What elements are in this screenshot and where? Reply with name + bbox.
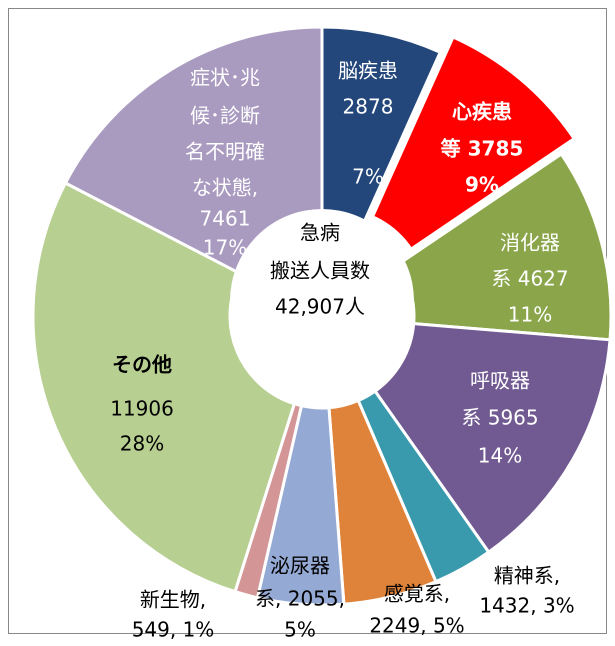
- slice-label: 11%: [508, 303, 552, 327]
- slice-label: 症状･兆: [190, 66, 260, 90]
- slice-label: 14%: [478, 444, 522, 468]
- slice-label: 系 5965: [461, 406, 538, 430]
- slice: [370, 34, 577, 252]
- center-label: 42,907人: [275, 295, 365, 319]
- slice-label: 17%: [203, 236, 247, 260]
- slice-label: 脳疾患: [338, 59, 398, 83]
- slice-label: 7%: [352, 165, 384, 189]
- slice-label: 心疾患: [452, 100, 512, 124]
- slice-label: 9%: [465, 173, 499, 197]
- slice: [372, 321, 612, 555]
- slice: [31, 180, 297, 594]
- slice-label: 消化器: [500, 231, 560, 255]
- slice-label: 1432, 3%: [479, 594, 574, 618]
- slice-label: 等 3785: [441, 137, 524, 161]
- slice-label: 系, 2055,: [255, 587, 345, 611]
- slice-label: 精神系,: [494, 564, 560, 588]
- slice-label: 2249, 5%: [369, 614, 464, 638]
- donut-hole: [230, 209, 414, 393]
- slice-label: 泌尿器: [270, 554, 330, 578]
- slice-label: な状態,: [192, 176, 258, 200]
- slice-label: 2878: [343, 95, 394, 119]
- slice-label: 候･診断: [190, 104, 260, 128]
- slice-label: 11906: [110, 397, 174, 421]
- slice-label: 549, 1%: [132, 618, 215, 642]
- center-label: 急病: [300, 221, 340, 245]
- slice-label: 28%: [120, 432, 164, 456]
- slice-label: 呼吸器: [470, 369, 530, 393]
- slice-label: 系 4627: [491, 267, 568, 291]
- center-label: 搬送人員数: [270, 259, 370, 283]
- slice-label: 感覚系,: [384, 582, 450, 606]
- slice-label: 新生物,: [140, 588, 206, 612]
- slice-label: 5%: [284, 618, 316, 642]
- slice-label: その他: [112, 353, 172, 377]
- slice-label: 7461: [200, 207, 251, 231]
- slice-label: 名不明確: [185, 140, 265, 164]
